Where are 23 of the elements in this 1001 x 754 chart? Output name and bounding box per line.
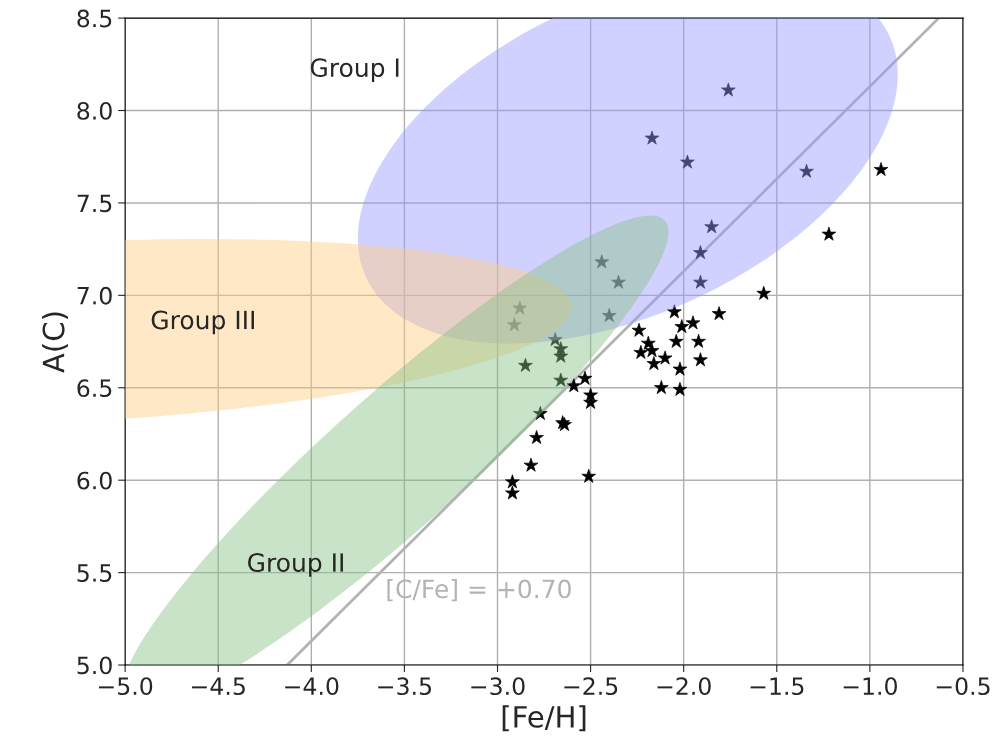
y-tick-label: 7.5 [77, 194, 112, 213]
annotation: Group I [310, 58, 399, 82]
x-tick-label: −2.5 [564, 677, 618, 696]
y-tick-label: 6.5 [77, 379, 112, 398]
x-tick-label: −5.0 [98, 677, 153, 696]
annotation: Group II [248, 553, 343, 577]
y-tick-label: 8.0 [77, 101, 112, 120]
y-tick-label: 5.0 [77, 656, 112, 675]
y-tick-label: 7.0 [77, 286, 112, 305]
x-tick-label: −1.0 [843, 677, 897, 696]
x-tick-label: −4.0 [285, 677, 339, 696]
y-tick-label: 5.5 [77, 564, 112, 582]
y-tick-label: 6.0 [77, 471, 112, 490]
x-tick-label: −0.5 [936, 677, 990, 696]
x-axis-title: [Fe/H] [502, 705, 586, 732]
annotation: Group III [151, 310, 254, 335]
x-tick-label: −4.5 [192, 677, 245, 696]
x-tick-label: −2.0 [657, 677, 711, 696]
x-tick-label: −3.5 [378, 677, 432, 696]
x-tick-label: −3.0 [471, 677, 525, 696]
y-axis-title: A(C) [42, 312, 68, 373]
y-tick-label: 8.5 [77, 9, 112, 28]
x-tick-label: −1.5 [750, 677, 804, 696]
